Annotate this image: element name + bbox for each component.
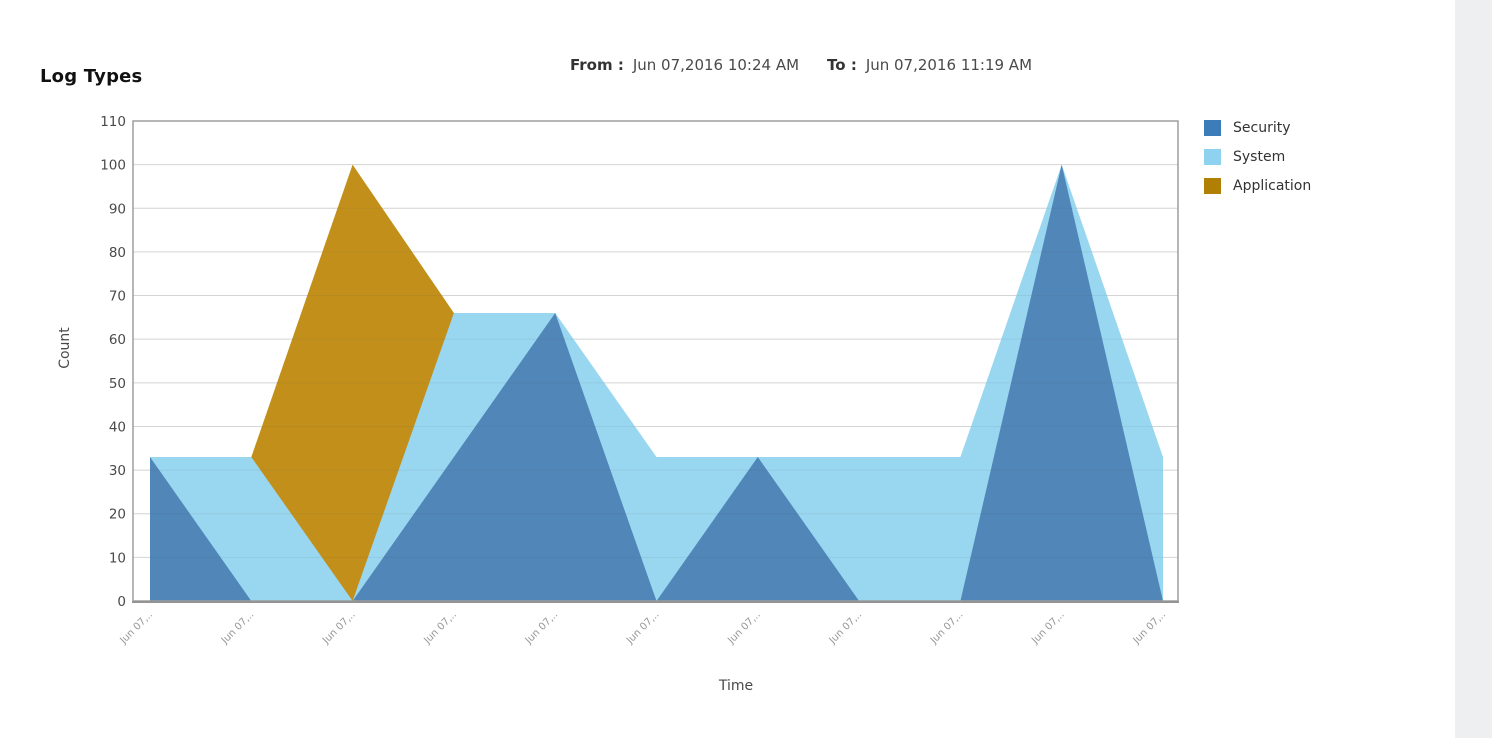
y-tick-label: 60 <box>109 332 126 348</box>
x-tick-label: Jun 07,.. <box>523 609 561 647</box>
legend-label: System <box>1233 149 1286 165</box>
legend-item-security[interactable]: Security <box>1204 120 1311 136</box>
y-tick-label: 30 <box>109 463 126 479</box>
x-tick-label: Jun 07,.. <box>827 609 865 647</box>
y-tick-label: 110 <box>100 114 126 130</box>
y-tick-label: 20 <box>109 507 126 523</box>
page-gutter <box>1455 0 1492 738</box>
x-axis-title: Time <box>718 678 754 694</box>
legend-label: Application <box>1233 178 1312 194</box>
x-tick-label: Jun 07,.. <box>421 609 459 647</box>
x-tick-label: Jun 07,.. <box>928 609 966 647</box>
legend-item-system[interactable]: System <box>1204 149 1311 165</box>
y-tick-label: 90 <box>109 201 126 217</box>
legend-swatch-system <box>1204 149 1221 165</box>
legend-item-application[interactable]: Application <box>1204 178 1311 194</box>
from-value: Jun 07,2016 10:24 AM <box>632 56 800 74</box>
y-tick-label: 0 <box>117 594 126 610</box>
legend-swatch-security <box>1204 120 1221 136</box>
y-axis-title: Count <box>57 327 73 369</box>
legend-swatch-application <box>1204 178 1221 194</box>
chart-legend: Security System Application <box>1204 120 1311 194</box>
y-tick-label: 70 <box>109 289 126 305</box>
x-tick-label: Jun 07,.. <box>1131 609 1169 647</box>
x-tick-label: Jun 07,.. <box>219 609 257 647</box>
time-range-header: From : Jun 07,2016 10:24 AM To : Jun 07,… <box>570 56 1032 74</box>
to-value: Jun 07,2016 11:19 AM <box>865 56 1033 74</box>
legend-label: Security <box>1233 120 1291 136</box>
area-series-system <box>150 164 1163 602</box>
y-tick-label: 10 <box>109 550 126 566</box>
y-tick-label: 50 <box>109 376 126 392</box>
area-series-security <box>150 164 1163 602</box>
chart-title: Log Types <box>40 66 143 87</box>
x-tick-label: Jun 07,.. <box>320 609 358 647</box>
y-tick-label: 40 <box>109 419 126 435</box>
x-tick-label: Jun 07,.. <box>1029 609 1067 647</box>
x-tick-label: Jun 07,.. <box>725 609 763 647</box>
x-tick-label: Jun 07,.. <box>118 609 156 647</box>
y-tick-label: 100 <box>100 158 126 174</box>
to-label: To : <box>827 56 857 74</box>
x-tick-label: Jun 07,.. <box>624 609 662 647</box>
y-tick-label: 80 <box>109 245 126 261</box>
from-label: From : <box>570 56 624 74</box>
